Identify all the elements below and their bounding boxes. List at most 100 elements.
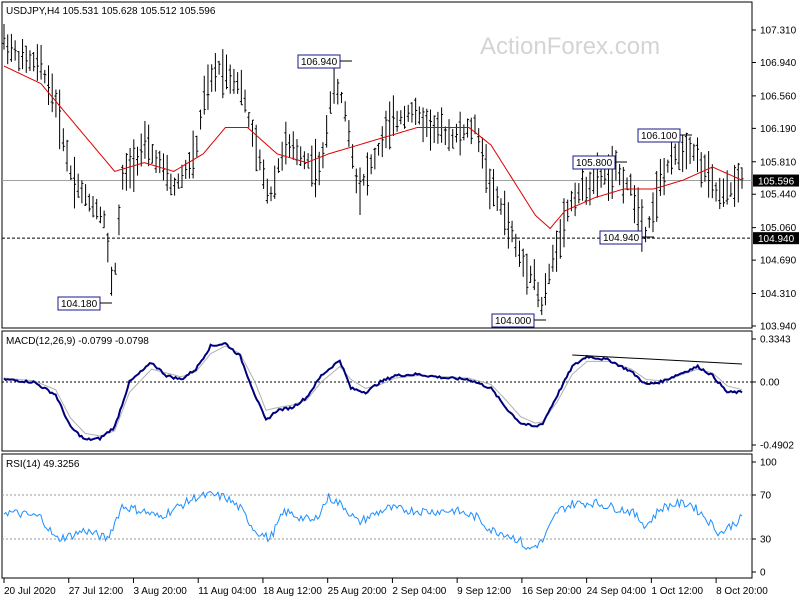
ohlc-bar bbox=[721, 178, 725, 207]
macd-tick-label: 0.00 bbox=[760, 377, 780, 388]
time-tick-label: 25 Aug 20:00 bbox=[328, 586, 387, 597]
ohlc-bar bbox=[39, 44, 43, 80]
annotation-label: 106.100 bbox=[641, 131, 678, 142]
ohlc-bar bbox=[662, 158, 666, 196]
ohlc-bar bbox=[161, 153, 165, 181]
ohlc-bar bbox=[28, 50, 32, 72]
ohlc-bar bbox=[336, 78, 340, 105]
ohlc-bar bbox=[729, 182, 733, 197]
ohlc-bar bbox=[80, 180, 84, 204]
ohlc-bar bbox=[306, 153, 310, 169]
ohlc-bar bbox=[258, 149, 262, 171]
price-annotation: 106.100 bbox=[637, 128, 692, 143]
ohlc-bar bbox=[351, 144, 355, 169]
ohlc-bar bbox=[410, 102, 414, 123]
ohlc-bar bbox=[707, 151, 711, 198]
rsi-tick-label: 30 bbox=[760, 535, 772, 546]
ohlc-bar bbox=[310, 145, 314, 187]
price-annotations: 104.180 106.940 104.000 105.800 104.940 106.1… bbox=[57, 54, 692, 328]
ohlc-bar bbox=[440, 107, 444, 143]
ohlc-bar bbox=[477, 128, 481, 153]
ohlc-bar bbox=[269, 186, 273, 202]
price-tick-label: 106.940 bbox=[760, 58, 797, 69]
ohlc-bar bbox=[9, 33, 13, 62]
ma-line bbox=[3, 65, 743, 230]
price-annotation: 104.940 bbox=[599, 230, 654, 245]
ohlc-bar bbox=[666, 159, 670, 173]
ohlc-bar bbox=[566, 199, 570, 222]
ohlc-bar bbox=[525, 253, 529, 295]
ohlc-bar bbox=[21, 38, 25, 70]
current-price-badge-label: 105.596 bbox=[758, 177, 795, 188]
ohlc-bar bbox=[58, 89, 62, 150]
ohlc-bar bbox=[314, 138, 318, 198]
ohlc-bar bbox=[50, 73, 54, 113]
ohlc-bar bbox=[577, 183, 581, 204]
time-tick-label: 9 Sep 12:00 bbox=[457, 586, 511, 597]
ohlc-bar bbox=[380, 126, 384, 158]
annotation-label: 104.180 bbox=[61, 299, 98, 310]
ohlc-bar bbox=[54, 89, 58, 118]
ohlc-bar bbox=[506, 202, 510, 249]
time-tick-label: 16 Sep 20:00 bbox=[522, 586, 582, 597]
rsi-panel-frame bbox=[1, 453, 753, 579]
ohlc-bar bbox=[110, 266, 114, 296]
ohlc-bar bbox=[469, 117, 473, 145]
price-annotation: 105.800 bbox=[572, 155, 627, 170]
ohlc-bar bbox=[714, 182, 718, 202]
ohlc-bar bbox=[72, 156, 76, 209]
rsi-header: RSI(14) 49.3256 bbox=[6, 459, 80, 470]
ohlc-bar bbox=[736, 162, 740, 203]
ohlc-bar bbox=[180, 164, 184, 188]
ohlc-bar bbox=[91, 195, 95, 218]
ohlc-bar bbox=[458, 111, 462, 156]
ohlc-bar bbox=[536, 281, 540, 308]
ohlc-bar bbox=[684, 132, 688, 170]
time-axis: 20 Jul 2020 27 Jul 12:00 3 Aug 20:00 11 Aug… bbox=[3, 578, 768, 597]
ohlc-bar bbox=[432, 115, 436, 144]
ohlc-bar bbox=[95, 198, 99, 220]
ohlc-bar bbox=[499, 198, 503, 215]
rsi-axis: 100 70 30 0 bbox=[752, 458, 777, 579]
ohlc-bar bbox=[173, 177, 177, 196]
ohlc-bar bbox=[343, 101, 347, 122]
ohlc-bar bbox=[250, 119, 254, 147]
macd-header: MACD(12,26,9) -0.0799 -0.0798 bbox=[6, 336, 149, 347]
ohlc-bar bbox=[391, 95, 395, 137]
ohlc-bar bbox=[658, 158, 662, 196]
price-axis: 107.310 106.940 106.560 106.190 105.810 105.4… bbox=[752, 26, 799, 333]
ohlc-bar bbox=[35, 44, 39, 81]
ohlc-bar bbox=[543, 273, 547, 306]
ohlc-bar bbox=[102, 210, 106, 229]
ohlc-bar bbox=[291, 131, 295, 160]
ohlc-bar bbox=[139, 133, 143, 167]
ohlc-bar bbox=[406, 104, 410, 122]
ohlc-bar bbox=[165, 154, 169, 191]
time-tick-label: 11 Aug 04:00 bbox=[198, 586, 257, 597]
macd-tick-label: 0.3343 bbox=[760, 335, 791, 346]
ohlc-bar bbox=[573, 182, 577, 217]
ohlc-bar bbox=[395, 110, 399, 132]
ohlc-bar bbox=[610, 145, 614, 199]
ohlc-bar bbox=[733, 165, 737, 207]
ohlc-bar bbox=[651, 192, 655, 233]
ohlc-bar bbox=[199, 109, 203, 130]
ohlc-bar bbox=[206, 64, 210, 110]
ohlc-bar bbox=[221, 49, 225, 99]
time-tick-label: 2 Sep 04:00 bbox=[392, 586, 446, 597]
ohlc-bar bbox=[362, 173, 366, 186]
ohlc-bar bbox=[484, 144, 488, 193]
ohlc-bar bbox=[47, 65, 51, 106]
ohlc-bar bbox=[529, 265, 533, 283]
ohlc-bar bbox=[644, 226, 648, 243]
ohlc-bar bbox=[106, 232, 110, 263]
rsi-tick-label: 0 bbox=[760, 568, 766, 579]
ohlc-bar bbox=[217, 60, 221, 75]
ohlc-bar bbox=[551, 244, 555, 272]
ohlc-bar bbox=[681, 135, 685, 173]
ohlc-bar bbox=[636, 187, 640, 238]
ohlc-bar bbox=[69, 165, 73, 181]
price-header: USDJPY,H4 105.531 105.628 105.512 105.59… bbox=[6, 6, 216, 17]
ohlc-bar bbox=[339, 91, 343, 104]
